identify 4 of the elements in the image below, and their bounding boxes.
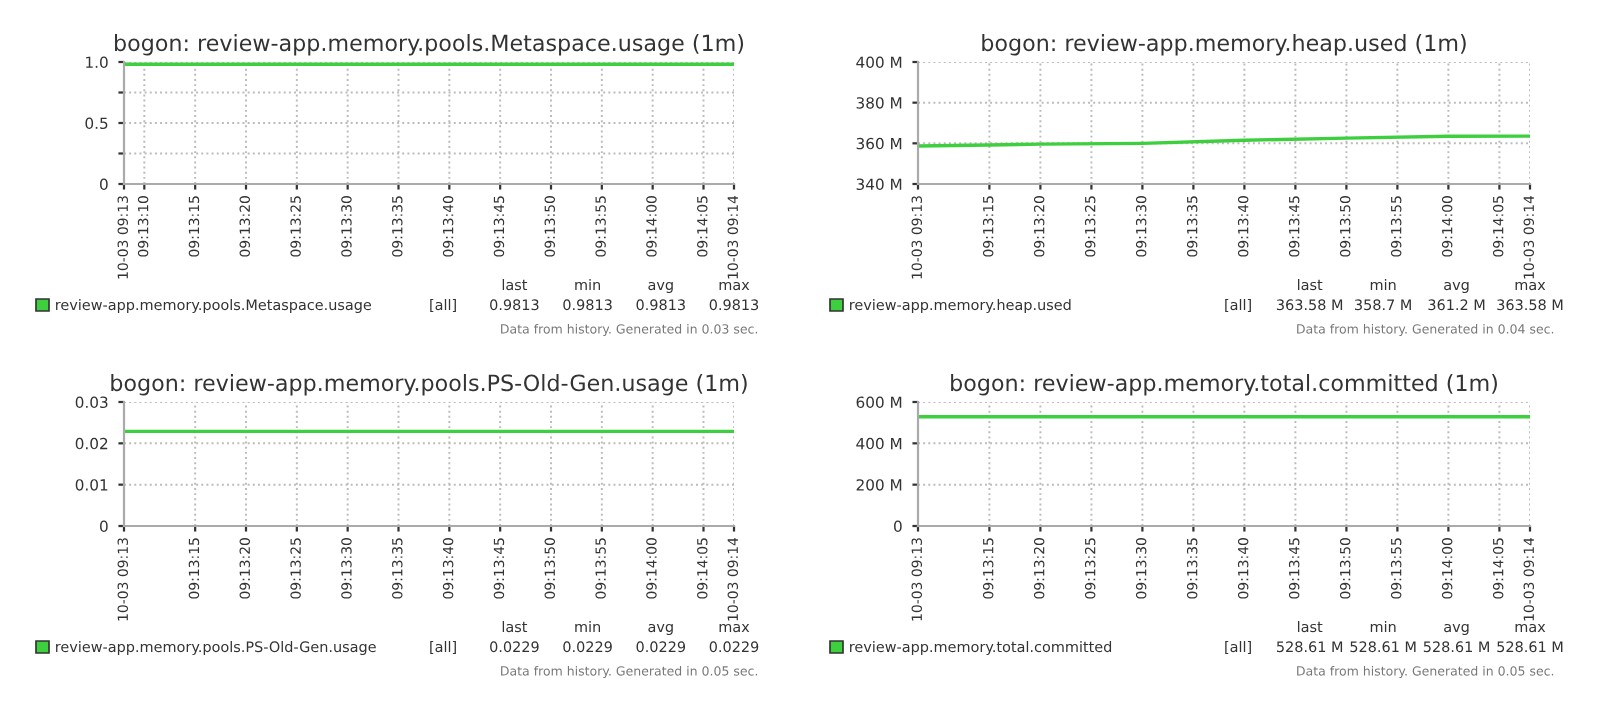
- chart-title: bogon: review-app.memory.pools.PS-Old-Gen.usage (1m): [111, 374, 747, 396]
- chart-title: bogon: review-app.memory.total.committed (1m): [951, 374, 1497, 396]
- chart-title: bogon: review-app.memory.heap.used (1m): [982, 34, 1466, 56]
- chart-title: bogon: review-app.memory.pools.Metaspace.usage (1m): [115, 34, 744, 56]
